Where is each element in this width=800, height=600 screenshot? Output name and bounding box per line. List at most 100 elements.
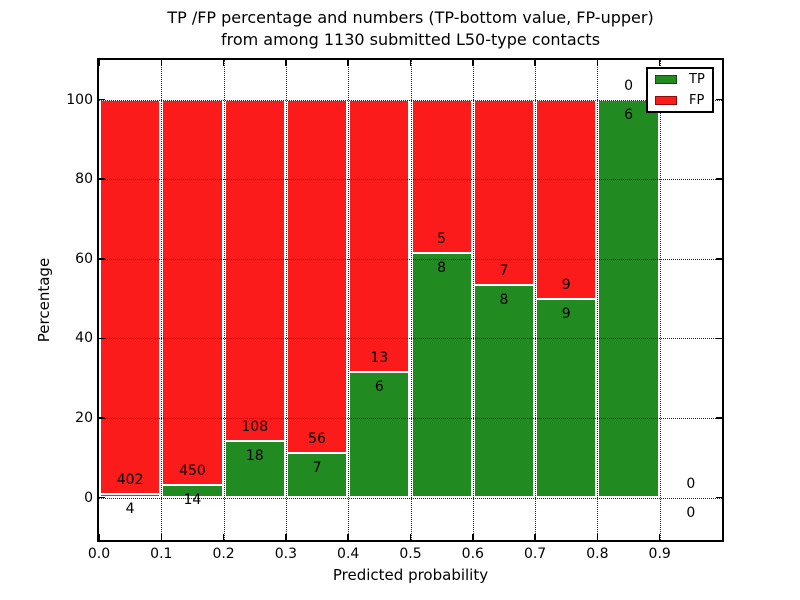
x-tick-bottom <box>534 534 536 540</box>
y-tick-label: 0 <box>84 489 93 506</box>
tp-count-label: 18 <box>245 447 264 464</box>
fp-bar-segment <box>162 99 223 486</box>
fp-count-label: 9 <box>561 276 571 293</box>
y-tick-left <box>99 98 105 101</box>
vertical-gridline <box>285 60 287 540</box>
fp-bar-segment <box>224 99 285 441</box>
legend-label-tp: TP <box>689 72 705 87</box>
fp-bar-segment <box>536 99 597 299</box>
tp-bar-segment <box>100 493 161 498</box>
y-tick-label: 60 <box>75 250 93 267</box>
tp-bar-segment <box>598 99 659 498</box>
legend-item-tp: TP <box>648 69 712 90</box>
x-tick-top <box>285 60 287 66</box>
tp-count-label: 4 <box>125 500 135 517</box>
ticks-layer <box>98 60 722 540</box>
y-tick-left <box>99 496 105 499</box>
x-tick-top <box>596 60 599 66</box>
tp-count-label: 0 <box>686 504 696 521</box>
x-tick-bottom <box>160 534 163 540</box>
tp-bar-segment <box>536 298 597 498</box>
x-tick-top <box>347 60 349 66</box>
x-axis-label: Predicted probability <box>332 566 489 584</box>
y-tick-right <box>716 178 722 180</box>
y-tick-right <box>716 98 722 101</box>
x-tick-bottom <box>222 534 225 540</box>
x-tick-label: 0.7 <box>523 546 547 562</box>
vertical-gridline <box>410 60 412 540</box>
x-tick-bottom <box>347 534 349 540</box>
x-tick-label: 0.4 <box>337 546 360 562</box>
y-tick-right <box>716 417 722 419</box>
x-tick-label: 0.9 <box>648 546 671 562</box>
y-axis-label: Percentage <box>35 257 53 343</box>
tp-bar-segment <box>349 371 410 498</box>
vertical-gridline <box>223 60 225 540</box>
chart-title: TP /FP percentage and numbers (TP-bottom… <box>99 7 722 51</box>
y-tick-label: 100 <box>66 91 93 108</box>
plot-area: 402 4 450 14 108 18 56 7 13 6 5 8 7 8 9 9 0 6 0 0 TP FP <box>97 58 724 542</box>
grid-layer <box>99 60 722 540</box>
tp-count-label: 9 <box>561 305 571 322</box>
tp-count-label: 7 <box>312 460 322 477</box>
legend-label-fp: FP <box>689 93 705 108</box>
y-tick-left <box>99 417 105 419</box>
y-tick-label: 20 <box>75 409 93 426</box>
fp-count-label: 5 <box>437 230 447 247</box>
tp-bar-segment <box>411 252 472 498</box>
tp-swatch-icon <box>655 75 677 84</box>
vertical-gridline <box>161 60 163 540</box>
tp-count-label: 8 <box>437 259 447 276</box>
x-tick-bottom <box>98 534 100 540</box>
fp-bar-segment <box>286 99 348 454</box>
x-tick-label: 0.1 <box>150 546 173 562</box>
x-tick-top <box>472 60 474 66</box>
y-tick-left <box>99 178 105 180</box>
tp-bar-segment <box>473 285 535 498</box>
fp-count-label: 0 <box>686 475 696 492</box>
fp-swatch-icon <box>655 96 677 105</box>
x-tick-top <box>409 60 412 66</box>
y-tick-label: 40 <box>75 330 93 347</box>
tp-count-label: 8 <box>499 292 509 309</box>
y-tick-label: 80 <box>75 171 93 188</box>
bar-count-labels-layer: 402 4 450 14 108 18 56 7 13 6 5 8 7 8 9 9 0 6 0 0 <box>99 60 722 540</box>
tp-bar-segment <box>162 485 223 498</box>
fp-bar-segment <box>100 99 161 494</box>
vertical-gridline <box>348 60 350 540</box>
x-tick-bottom <box>596 534 599 540</box>
x-tick-top <box>658 60 661 66</box>
legend: TP FP <box>646 67 714 113</box>
vertical-gridline <box>659 60 661 540</box>
bars-layer <box>99 60 722 540</box>
vertical-gridline <box>597 60 599 540</box>
fp-count-label: 402 <box>116 471 144 488</box>
x-tick-bottom <box>285 534 287 540</box>
x-tick-bottom <box>658 534 661 540</box>
y-tick-left <box>99 258 105 260</box>
tp-count-label: 6 <box>374 378 384 395</box>
x-tick-top <box>534 60 536 66</box>
x-tick-label: 0.5 <box>399 546 422 562</box>
chart-title-line2: from among 1130 submitted L50-type conta… <box>220 30 601 49</box>
x-tick-bottom <box>409 534 412 540</box>
legend-item-fp: FP <box>648 90 712 111</box>
vertical-gridline <box>535 60 537 540</box>
fp-bar-segment <box>473 99 535 286</box>
fp-count-label: 450 <box>179 463 206 480</box>
y-tick-right <box>716 258 722 260</box>
x-tick-bottom <box>472 534 474 540</box>
y-tick-left <box>99 337 105 340</box>
x-tick-label: 0.0 <box>87 546 111 562</box>
chart-title-line1: TP /FP percentage and numbers (TP-bottom… <box>167 8 654 27</box>
y-tick-right <box>716 496 722 499</box>
x-tick-label: 0.2 <box>212 546 235 562</box>
x-tick-label: 0.8 <box>586 546 609 562</box>
tp-count-label: 6 <box>624 106 633 123</box>
y-tick-right <box>716 337 722 340</box>
tp-count-label: 14 <box>183 492 202 509</box>
x-tick-top <box>160 60 163 66</box>
x-tick-top <box>98 60 100 66</box>
fp-bar-segment <box>349 99 410 372</box>
